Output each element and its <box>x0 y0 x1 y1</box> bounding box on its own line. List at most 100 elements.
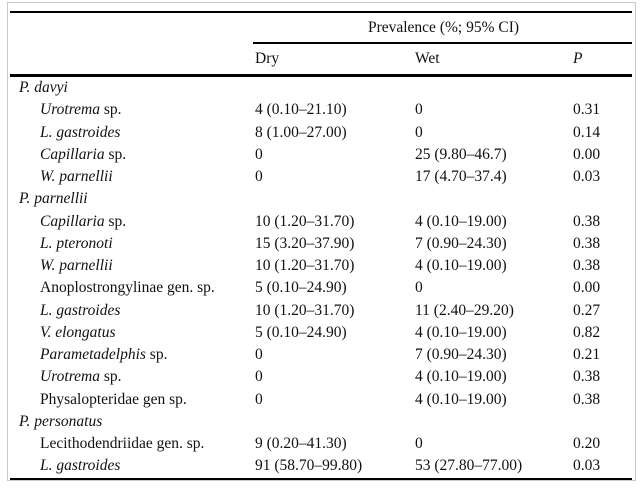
group-row: P. davyi <box>10 77 632 99</box>
wet-value: 0 <box>415 279 423 297</box>
table-row: Lecithodendriidae gen. sp. 9 (0.20–41.30… <box>10 433 632 455</box>
rule-bottom <box>10 477 632 480</box>
species-name-roman: Physalopteridae gen sp. <box>40 390 187 408</box>
species-name-roman: sp. <box>100 368 122 386</box>
group-name-cell: P. davyi <box>10 79 255 97</box>
prevalence-span-header: Prevalence (%; 95% CI) <box>367 18 520 36</box>
wet-value: 4 (0.10–19.00) <box>415 257 507 275</box>
span-header-row: Prevalence (%; 95% CI) <box>10 13 632 42</box>
dry-value: 0 <box>255 168 263 186</box>
species-name-roman: sp. <box>104 145 127 163</box>
dry-value: 10 (1.20–31.70) <box>255 301 355 319</box>
dry-value: 9 (0.20–41.30) <box>255 435 347 453</box>
table-row: Capillaria sp. 0 25 (9.80–46.7) 0.00 <box>10 144 632 166</box>
p-value: 0.20 <box>573 435 601 453</box>
column-header-dry: Dry <box>255 50 280 67</box>
dry-value: 5 (0.10–24.90) <box>255 323 347 341</box>
dry-value: 10 (1.20–31.70) <box>255 212 355 230</box>
wet-value: 17 (4.70–37.4) <box>415 168 507 186</box>
p-value: 0.38 <box>573 390 601 408</box>
dry-value: 0 <box>255 390 263 408</box>
species-name-italic: V. elongatus <box>40 323 116 341</box>
species-name-cell: Anoplostrongylinae gen. sp. <box>10 279 255 297</box>
species-name-cell: L. gastroides <box>10 457 255 475</box>
species-name-cell: L. gastroides <box>10 124 255 142</box>
rule-under-span-header <box>253 42 632 44</box>
group-name-cell: P. personatus <box>10 413 255 431</box>
species-name-italic: L. gastroides <box>40 123 121 141</box>
wet-value: 0 <box>415 123 423 141</box>
dry-value: 91 (58.70–99.80) <box>255 457 363 475</box>
species-name-cell: Urotrema sp. <box>10 101 255 119</box>
species-name-italic: Urotrema <box>40 368 100 386</box>
species-name-cell: W. parnellii <box>10 257 255 275</box>
p-value: 0.03 <box>573 168 601 186</box>
group-row: P. parnellii <box>10 188 632 210</box>
group-name: P. davyi <box>19 79 68 97</box>
table-row: Anoplostrongylinae gen. sp. 5 (0.10–24.9… <box>10 277 632 299</box>
wet-value: 11 (2.40–29.20) <box>415 301 514 319</box>
p-value: 0.14 <box>573 123 601 141</box>
p-value: 0.21 <box>573 346 601 364</box>
column-header-row: Dry Wet P <box>10 44 632 74</box>
rule-header-bottom <box>10 74 632 77</box>
species-name-cell: L. gastroides <box>10 302 255 320</box>
species-name-italic: L. gastroides <box>40 457 121 475</box>
species-name-italic: L. gastroides <box>40 301 121 319</box>
species-name-cell: Lecithodendriidae gen. sp. <box>10 435 255 453</box>
dry-value: 5 (0.10–24.90) <box>255 279 347 297</box>
species-name-roman: sp. <box>145 346 168 364</box>
table-row: W. parnellii 0 17 (4.70–37.4) 0.03 <box>10 166 632 188</box>
p-value: 0.38 <box>573 234 601 252</box>
species-name-italic: W. parnellii <box>40 168 113 186</box>
dry-value: 0 <box>255 346 263 364</box>
dry-value: 4 (0.10–21.10) <box>255 101 347 119</box>
table-row: L. gastroides 91 (58.70–99.80) 53 (27.80… <box>10 455 632 477</box>
table-row: Urotrema sp. 4 (0.10–21.10) 0 0.31 <box>10 99 632 121</box>
table-row: L. pteronoti 15 (3.20–37.90) 7 (0.90–24.… <box>10 233 632 255</box>
wet-value: 0 <box>415 101 423 119</box>
wet-value: 7 (0.90–24.30) <box>415 346 507 364</box>
column-header-wet: Wet <box>415 50 440 67</box>
table-row: Capillaria sp. 10 (1.20–31.70) 4 (0.10–1… <box>10 211 632 233</box>
dry-value: 10 (1.20–31.70) <box>255 257 355 275</box>
p-value: 0.00 <box>573 145 601 163</box>
species-name-roman: sp. <box>100 101 122 119</box>
wet-value: 4 (0.10–19.00) <box>415 368 507 386</box>
species-name-italic: W. parnellii <box>40 257 113 275</box>
species-name-roman: sp. <box>104 212 127 230</box>
wet-value: 25 (9.80–46.7) <box>415 145 507 163</box>
species-name-cell: Urotrema sp. <box>10 368 255 386</box>
p-value: 0.27 <box>573 301 601 319</box>
group-name: P. parnellii <box>19 190 88 208</box>
p-value: 0.31 <box>573 101 601 119</box>
dry-value: 0 <box>255 145 263 163</box>
species-name-cell: V. elongatus <box>10 324 255 342</box>
species-name-cell: W. parnellii <box>10 168 255 186</box>
table-row: Physalopteridae gen sp. 0 4 (0.10–19.00)… <box>10 389 632 411</box>
p-value: 0.00 <box>573 279 601 297</box>
species-name-cell: Capillaria sp. <box>10 146 255 164</box>
species-name-italic: Parametadelphis <box>40 346 146 364</box>
wet-value: 4 (0.10–19.00) <box>415 212 507 230</box>
species-name-roman: Lecithodendriidae gen. sp. <box>40 435 205 453</box>
group-name: P. personatus <box>19 412 103 430</box>
species-name-cell: Parametadelphis sp. <box>10 346 255 364</box>
wet-value: 0 <box>415 435 423 453</box>
table-row: W. parnellii 10 (1.20–31.70) 4 (0.10–19.… <box>10 255 632 277</box>
p-value: 0.03 <box>573 457 601 475</box>
prevalence-table: Prevalence (%; 95% CI) Dry Wet P P. davy… <box>10 11 632 480</box>
dry-value: 0 <box>255 368 263 386</box>
species-name-italic: L. pteronoti <box>40 234 113 252</box>
rule-top <box>10 11 632 13</box>
p-value: 0.38 <box>573 368 601 386</box>
species-name-italic: Urotrema <box>40 101 100 119</box>
p-value: 0.38 <box>573 257 601 275</box>
p-value: 0.82 <box>573 323 601 341</box>
wet-value: 53 (27.80–77.00) <box>415 457 523 475</box>
wet-value: 4 (0.10–19.00) <box>415 390 507 408</box>
species-name-italic: Capillaria <box>40 212 105 230</box>
species-name-italic: Capillaria <box>40 145 105 163</box>
group-name-cell: P. parnellii <box>10 190 255 208</box>
